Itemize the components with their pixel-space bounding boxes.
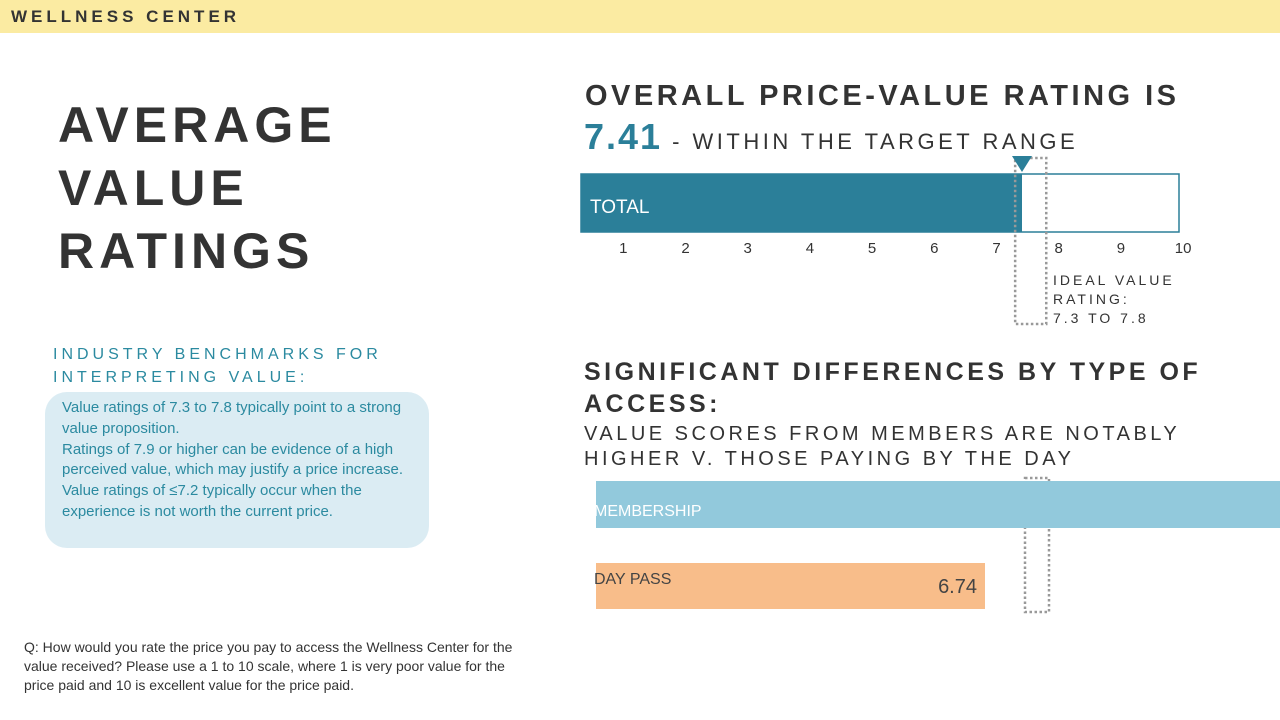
ideal-note-line: IDEAL VALUE [1053,272,1175,288]
differences-subheading: VALUE SCORES FROM MEMBERS ARE NOTABLY HI… [584,422,1224,472]
x-tick-label: 6 [930,240,938,257]
access-bar-label: DAY PASS [594,571,671,588]
x-tick-label: 8 [1055,240,1063,257]
differences-sub-line: HIGHER V. THOSE PAYING BY THE DAY [584,448,1075,470]
overall-value: 7.41 [584,116,663,157]
page-title-line: AVERAGE [58,97,337,153]
header-banner: WELLNESS CENTER [0,0,1280,33]
survey-question: Q: How would you rate the price you pay … [24,639,513,693]
access-bar-label: MEMBERSHIP [594,503,702,520]
overall-heading: OVERALL PRICE-VALUE RATING IS [585,80,1180,112]
benchmark-item: Value ratings of 7.3 to 7.8 typically po… [62,399,402,437]
access-bar [596,563,985,609]
differences-heading-line: SIGNIFICANT DIFFERENCES BY TYPE OF [584,358,1202,386]
benchmark-item: Value ratings of ≤7.2 typically occur wh… [62,482,362,520]
total-bar-label: TOTAL [590,197,649,218]
access-bar [596,481,1280,528]
x-tick-label: 7 [992,240,1000,257]
page-title-line: RATINGS [58,223,315,279]
x-tick-label: 4 [806,240,814,257]
total-bar [581,174,1022,232]
differences-heading: SIGNIFICANT DIFFERENCES BY TYPE OF ACCES… [584,356,1224,420]
x-tick-label: 2 [681,240,689,257]
ideal-range-note: IDEAL VALUE RATING: 7.3 TO 7.8 [1053,271,1233,328]
x-tick-label: 3 [744,240,752,257]
benchmarks-heading-line: INDUSTRY BENCHMARKS FOR [53,346,382,363]
differences-heading-line: ACCESS: [584,390,722,418]
access-bar-value: 6.74 [938,576,977,598]
page-title: AVERAGE VALUE RATINGS [58,94,418,283]
benchmarks-box: Value ratings of 7.3 to 7.8 typically po… [45,392,429,548]
brand-title: WELLNESS CENTER [11,7,241,26]
x-tick-label: 9 [1117,240,1125,257]
target-range-box-access [1023,476,1051,614]
overall-tail: - WITHIN THE TARGET RANGE [672,129,1079,154]
x-tick-label: 10 [1175,240,1192,257]
x-tick-label: 5 [868,240,876,257]
benchmark-item: Ratings of 7.9 or higher can be evidence… [62,440,403,479]
differences-sub-line: VALUE SCORES FROM MEMBERS ARE NOTABLY [584,423,1181,445]
value-marker [1012,156,1032,172]
ideal-note-line: 7.3 TO 7.8 [1053,310,1149,326]
x-tick-label: 1 [619,240,627,257]
page-title-line: VALUE [58,160,249,216]
benchmarks-heading-line: INTERPRETING VALUE: [53,369,309,386]
overall-subheading: 7.41 - WITHIN THE TARGET RANGE [584,116,1078,158]
benchmarks-heading: INDUSTRY BENCHMARKS FOR INTERPRETING VAL… [53,343,433,389]
ideal-note-line: RATING: [1053,291,1130,307]
